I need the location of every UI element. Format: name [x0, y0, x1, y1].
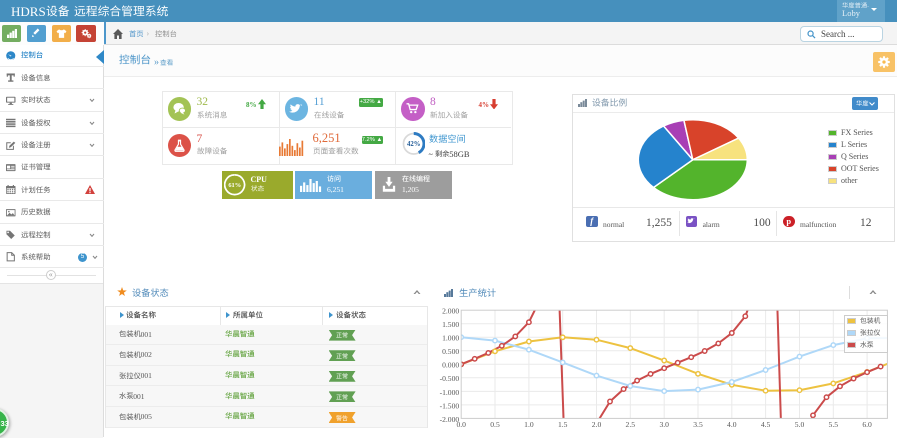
svg-text:1.500: 1.500 — [442, 320, 459, 329]
svg-text:1.0: 1.0 — [524, 420, 534, 429]
svg-text:0.5: 0.5 — [490, 420, 500, 429]
svg-text:5.0: 5.0 — [795, 420, 805, 429]
svg-text:1.5: 1.5 — [558, 420, 568, 429]
svg-text:-2.000: -2.000 — [440, 415, 460, 424]
svg-text:4.0: 4.0 — [727, 420, 737, 429]
svg-text:3.0: 3.0 — [659, 420, 669, 429]
svg-text:6.0: 6.0 — [862, 420, 872, 429]
svg-text:0.0: 0.0 — [456, 420, 466, 429]
svg-text:-0.500: -0.500 — [440, 375, 460, 384]
svg-text:5.5: 5.5 — [829, 420, 839, 429]
svg-text:42%: 42% — [406, 141, 420, 148]
svg-text:-1.000: -1.000 — [440, 388, 460, 397]
svg-text:61%: 61% — [228, 182, 241, 189]
svg-text:0.000: 0.000 — [442, 361, 459, 370]
svg-text:-1.500: -1.500 — [440, 402, 460, 411]
svg-text:1.000: 1.000 — [442, 334, 459, 343]
svg-text:4.5: 4.5 — [761, 420, 771, 429]
svg-text:2.000: 2.000 — [442, 307, 459, 316]
svg-text:2.0: 2.0 — [592, 420, 602, 429]
svg-text:2.5: 2.5 — [626, 420, 636, 429]
svg-text:0.500: 0.500 — [442, 348, 459, 357]
svg-text:3.5: 3.5 — [693, 420, 703, 429]
